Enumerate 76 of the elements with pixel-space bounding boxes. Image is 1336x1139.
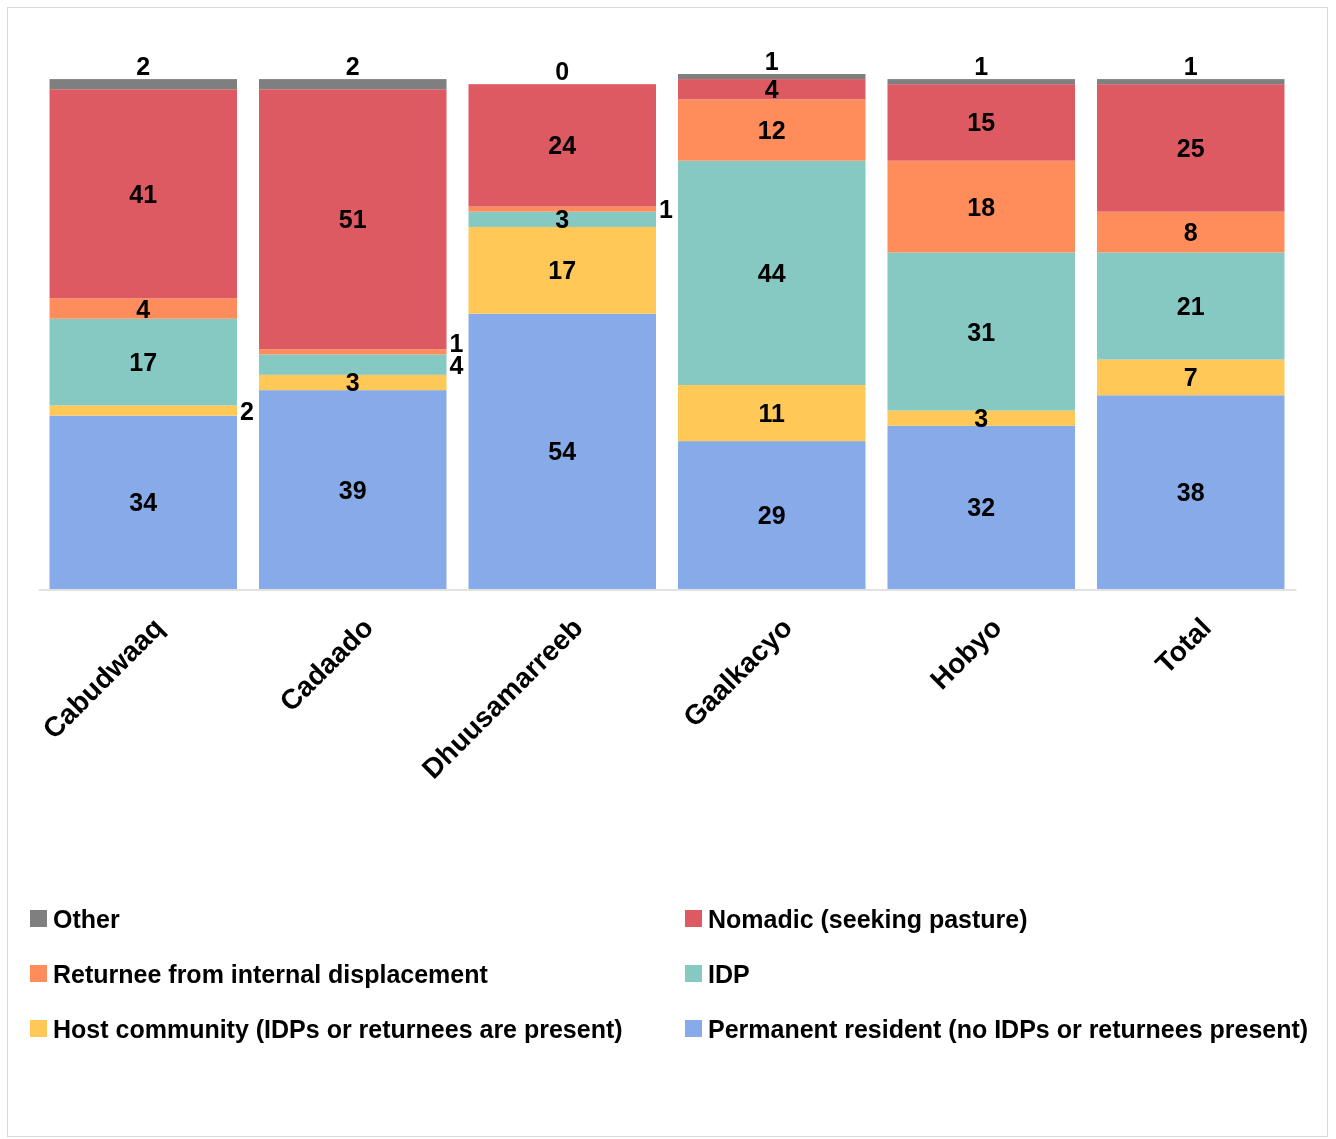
- legend-label: IDP: [708, 960, 750, 988]
- data-label: 21: [1176, 292, 1205, 320]
- data-label: 8: [1183, 218, 1198, 247]
- bar: [1096, 79, 1285, 85]
- bar: [887, 410, 1075, 426]
- legend-label: Other: [53, 905, 120, 933]
- bar: [1096, 359, 1285, 396]
- data-label: 29: [757, 501, 786, 530]
- data-label: 4: [764, 75, 779, 104]
- bar: [1096, 211, 1285, 253]
- data-label: 1: [449, 328, 464, 357]
- data-label: 3: [555, 205, 570, 234]
- data-label: 32: [967, 493, 996, 522]
- legend-label: Nomadic (seeking pasture): [708, 905, 1028, 933]
- bar: [49, 298, 238, 319]
- bar: [678, 79, 866, 100]
- data-label: 44: [757, 258, 786, 287]
- data-label: 54: [548, 437, 577, 466]
- bar: [49, 405, 238, 416]
- bar: [887, 252, 1075, 411]
- data-label: 51: [338, 205, 367, 234]
- data-label: 24: [548, 131, 577, 160]
- bar: [259, 390, 447, 589]
- bar: [468, 84, 656, 207]
- data-label: 2: [345, 52, 360, 81]
- data-label: 2: [240, 396, 254, 425]
- data-label: 17: [129, 348, 158, 377]
- bar: [468, 313, 656, 589]
- bar: [468, 211, 656, 227]
- bar: [259, 374, 447, 391]
- data-label: 15: [967, 108, 996, 137]
- bar: [49, 318, 238, 406]
- bar: [887, 84, 1075, 161]
- bar: [1096, 84, 1285, 212]
- data-label: 39: [338, 475, 367, 504]
- bar: [678, 160, 866, 386]
- data-label: 3: [974, 404, 989, 433]
- data-label: 17: [548, 256, 577, 285]
- data-label: 34: [129, 488, 158, 517]
- data-label: 7: [1183, 363, 1198, 392]
- data-label: 3: [345, 368, 360, 397]
- data-label: 18: [967, 192, 996, 221]
- bar: [887, 160, 1075, 253]
- data-label: 1: [764, 47, 779, 75]
- bar: [887, 425, 1075, 589]
- bar: [259, 79, 447, 90]
- data-label: 31: [967, 317, 996, 346]
- data-label: 38: [1176, 478, 1205, 507]
- data-label: 1: [659, 195, 673, 224]
- data-label: 1: [974, 52, 989, 81]
- bar: [1096, 395, 1285, 589]
- bar: [1096, 252, 1285, 360]
- data-label: 12: [757, 116, 786, 145]
- bar: [468, 206, 656, 212]
- bar: [678, 99, 866, 161]
- bar: [678, 385, 866, 442]
- bar: [678, 441, 866, 589]
- bar: [468, 226, 656, 314]
- legend-label: Permanent resident (no IDPs or returnees present): [708, 1015, 1309, 1043]
- bar: [887, 79, 1075, 85]
- legend-label: Host community (IDPs or returnees are present): [53, 1015, 623, 1043]
- bar: [678, 74, 866, 80]
- data-label: 41: [129, 179, 158, 208]
- data-label: 0: [555, 57, 570, 86]
- legend-label: Returnee from internal displacement: [53, 960, 489, 988]
- bar: [259, 89, 447, 350]
- bar: [49, 89, 238, 299]
- data-label: 11: [758, 399, 786, 428]
- data-label: 2: [136, 52, 151, 81]
- bar: [49, 415, 238, 589]
- bar: [259, 354, 447, 375]
- bar: [259, 349, 447, 355]
- data-label: 1: [1183, 52, 1198, 81]
- bar: [49, 79, 238, 90]
- data-label: 25: [1176, 133, 1205, 162]
- data-label: 4: [136, 294, 151, 323]
